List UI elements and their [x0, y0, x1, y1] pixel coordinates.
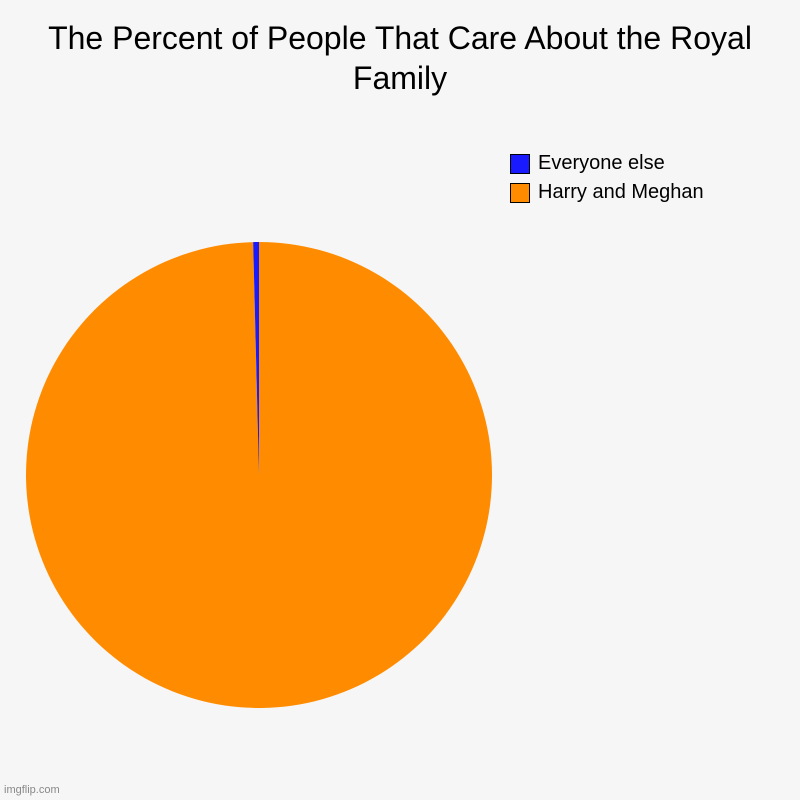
- pie-svg: [26, 242, 492, 708]
- legend-swatch-icon: [510, 154, 530, 174]
- pie-chart: [26, 242, 492, 708]
- legend-label: Harry and Meghan: [538, 181, 704, 204]
- chart-legend: Everyone else Harry and Meghan: [510, 152, 704, 210]
- chart-page: The Percent of People That Care About th…: [0, 0, 800, 800]
- legend-item: Everyone else: [510, 152, 704, 175]
- chart-title: The Percent of People That Care About th…: [0, 18, 800, 98]
- legend-label: Everyone else: [538, 152, 665, 175]
- legend-swatch-icon: [510, 183, 530, 203]
- legend-item: Harry and Meghan: [510, 181, 704, 204]
- watermark: imgflip.com: [4, 784, 60, 796]
